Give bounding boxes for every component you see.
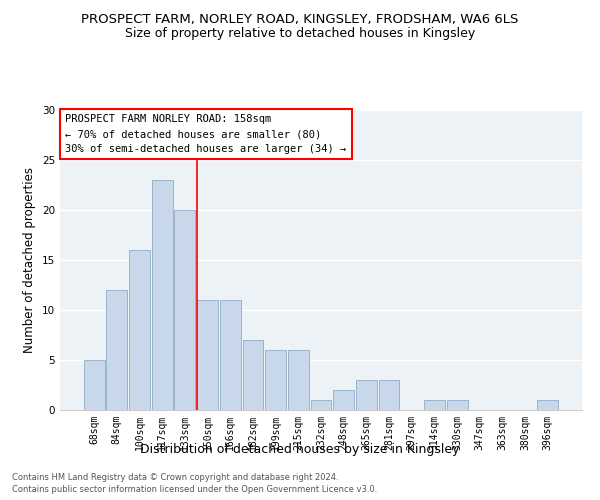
Text: PROSPECT FARM, NORLEY ROAD, KINGSLEY, FRODSHAM, WA6 6LS: PROSPECT FARM, NORLEY ROAD, KINGSLEY, FR… [82, 12, 518, 26]
Bar [84, 360, 104, 410]
Bar [197, 300, 218, 410]
Bar [106, 290, 127, 410]
Bar [288, 350, 309, 410]
Bar [265, 350, 286, 410]
Bar [538, 400, 558, 410]
Bar [424, 400, 445, 410]
Bar [379, 380, 400, 410]
Bar [311, 400, 331, 410]
Bar [356, 380, 377, 410]
Bar [220, 300, 241, 410]
Bar [242, 340, 263, 410]
Text: Distribution of detached houses by size in Kingsley: Distribution of detached houses by size … [140, 442, 460, 456]
Text: Contains HM Land Registry data © Crown copyright and database right 2024.: Contains HM Land Registry data © Crown c… [12, 472, 338, 482]
Y-axis label: Number of detached properties: Number of detached properties [23, 167, 37, 353]
Text: PROSPECT FARM NORLEY ROAD: 158sqm
← 70% of detached houses are smaller (80)
30% : PROSPECT FARM NORLEY ROAD: 158sqm ← 70% … [65, 114, 346, 154]
Text: Size of property relative to detached houses in Kingsley: Size of property relative to detached ho… [125, 28, 475, 40]
Bar [129, 250, 150, 410]
Bar [175, 210, 196, 410]
Bar [152, 180, 173, 410]
Bar [446, 400, 467, 410]
Bar [333, 390, 354, 410]
Text: Contains public sector information licensed under the Open Government Licence v3: Contains public sector information licen… [12, 485, 377, 494]
